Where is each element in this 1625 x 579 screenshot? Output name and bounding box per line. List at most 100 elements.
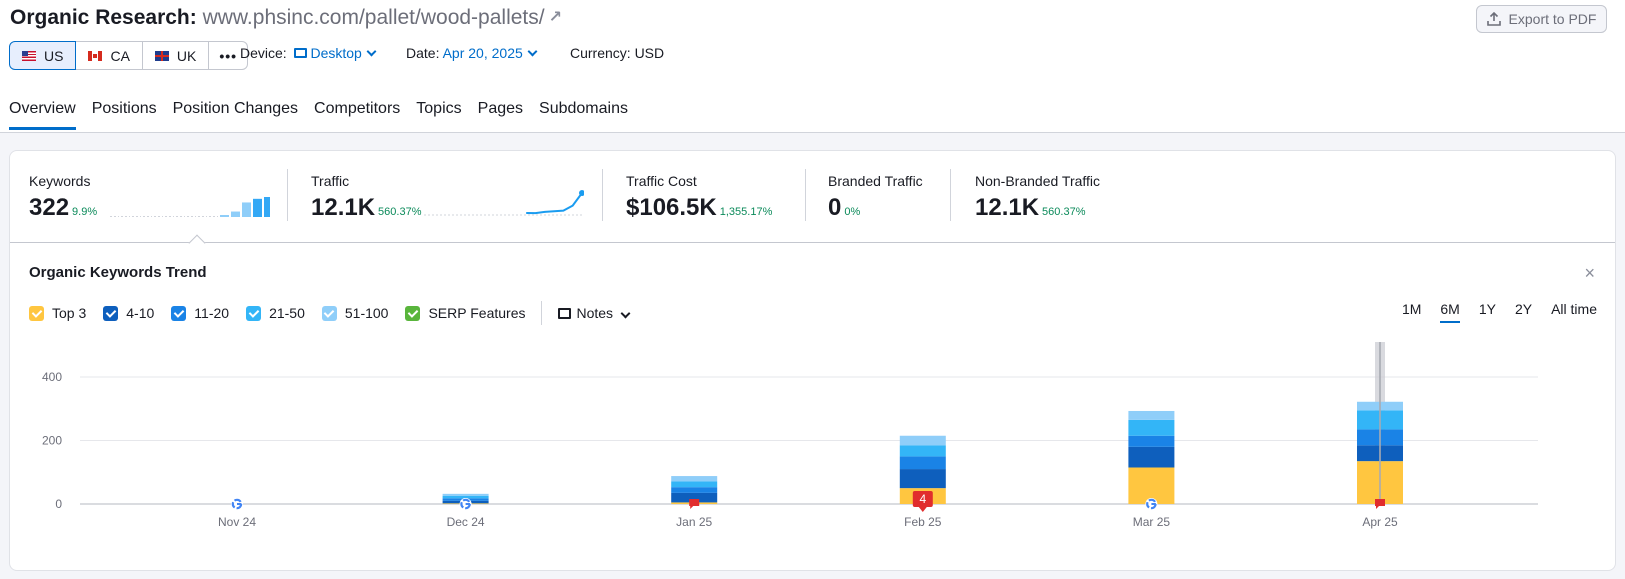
range-all-time[interactable]: All time: [1551, 301, 1597, 317]
country-us-button[interactable]: US: [9, 41, 77, 70]
branded-delta: 0%: [844, 206, 861, 218]
spark-line: [526, 192, 583, 215]
range-1m[interactable]: 1M: [1401, 301, 1422, 317]
legend-21-50[interactable]: 21-50: [246, 305, 305, 321]
metric-keywords[interactable]: Keywords 322 9.9%: [29, 173, 98, 221]
chevron-down-icon: [620, 308, 631, 318]
note-flag[interactable]: [689, 499, 700, 509]
google-update-icon[interactable]: [231, 498, 243, 510]
checkbox-icon: [171, 305, 187, 321]
legend-4-10[interactable]: 4-10: [103, 305, 154, 321]
tab-competitors[interactable]: Competitors: [314, 100, 401, 117]
note-count: 4: [919, 492, 926, 506]
bar-segment[interactable]: [671, 476, 718, 482]
y-tick-label: 400: [42, 370, 62, 384]
google-update-icon[interactable]: [459, 498, 472, 510]
country-ca-button[interactable]: CA: [76, 41, 143, 70]
keywords-trend-chart: 0 200 400 Nov 24 Dec 24 Jan 25 Feb 25 Mar 25 Apr…: [42, 342, 1538, 529]
main-tabs: Overview Positions Position Changes Comp…: [9, 100, 644, 130]
note-flag[interactable]: [912, 491, 933, 512]
bar-segment[interactable]: [1128, 410, 1175, 420]
chart-legend: Top 3 4-10 11-20 21-50 51-100 SERP Featu…: [29, 301, 631, 325]
currency-label: Currency: USD: [570, 45, 665, 61]
legend-51-100[interactable]: 51-100: [321, 305, 388, 321]
metric-non-branded-traffic[interactable]: Non-Branded Traffic 12.1K 560.37%: [975, 173, 1101, 221]
checkbox-icon: [29, 305, 44, 321]
tab-positions[interactable]: Positions: [91, 100, 157, 117]
bar-segment[interactable]: [899, 435, 946, 446]
bar-segment[interactable]: [442, 493, 489, 496]
legend-divider: [541, 301, 543, 325]
traffic-value: 12.1K: [311, 194, 376, 221]
bar-segment[interactable]: [899, 469, 946, 489]
bar-segment[interactable]: [1128, 446, 1175, 468]
bar-segment[interactable]: [671, 492, 718, 503]
spark-bar: [264, 197, 270, 217]
x-tick-label: Nov 24: [218, 515, 256, 529]
metric-traffic-cost[interactable]: Traffic Cost $106.5K 1,355.17%: [626, 173, 773, 221]
legend-11-20[interactable]: 11-20: [171, 305, 229, 321]
device-filter[interactable]: Device: Desktop: [240, 45, 377, 61]
google-update-icon[interactable]: [1145, 498, 1158, 510]
chevron-down-icon: [527, 46, 538, 57]
page-title: Organic Research: www.phsinc.com/pallet/…: [10, 6, 562, 29]
metric-branded-traffic[interactable]: Branded Traffic 0 0%: [828, 173, 923, 221]
page-header: Organic Research: www.phsinc.com/pallet/…: [0, 0, 1625, 133]
range-1y[interactable]: 1Y: [1478, 301, 1496, 317]
bar-segment[interactable]: [1128, 419, 1175, 436]
close-icon[interactable]: ×: [1584, 263, 1595, 283]
external-link-icon[interactable]: ↗: [548, 9, 562, 26]
metric-traffic[interactable]: Traffic 12.1K 560.37%: [311, 173, 422, 221]
spark-bar: [231, 211, 240, 217]
traffic-cost-delta: 1,355.17%: [719, 206, 773, 218]
tab-pages[interactable]: Pages: [477, 100, 524, 117]
ca-flag-icon: [88, 50, 103, 61]
domain-link[interactable]: www.phsinc.com/pallet/wood-pallets/: [202, 6, 545, 29]
notes-dropdown[interactable]: Notes: [558, 305, 631, 321]
time-range-selector: 1M 6M 1Y 2Y All time: [1401, 301, 1597, 323]
y-tick-label: 0: [55, 497, 62, 511]
metric-divider: [805, 169, 806, 221]
checkbox-icon: [321, 305, 337, 321]
note-flag[interactable]: [1375, 499, 1385, 509]
country-uk-button[interactable]: UK: [142, 41, 210, 70]
metrics-row: Keywords 322 9.9% Traffic 12.1K 560.37% Tr…: [10, 151, 1615, 243]
comment-icon: [558, 307, 572, 319]
y-tick-label: 200: [42, 434, 62, 448]
bar-segment[interactable]: [1128, 435, 1175, 447]
bar-segment[interactable]: [899, 456, 946, 470]
spark-bar: [253, 198, 262, 217]
legend-top-3[interactable]: Top 3: [29, 305, 86, 321]
date-filter[interactable]: Date: Apr 20, 2025: [406, 45, 538, 61]
x-tick-label: Jan 25: [676, 515, 712, 529]
tab-overview[interactable]: Overview: [9, 100, 76, 130]
branded-value: 0: [828, 194, 842, 221]
country-selector: US CA UK •••: [9, 41, 249, 70]
range-6m[interactable]: 6M: [1440, 301, 1461, 323]
export-pdf-button[interactable]: Export to PDF: [1476, 5, 1607, 33]
x-tick-label: Apr 25: [1362, 515, 1398, 529]
bar-segment[interactable]: [671, 487, 718, 493]
bar-segment[interactable]: [1128, 467, 1175, 504]
range-2y[interactable]: 2Y: [1514, 301, 1533, 317]
bar-segment[interactable]: [899, 445, 946, 457]
legend-serp-features[interactable]: SERP Features: [405, 305, 525, 321]
tab-topics[interactable]: Topics: [416, 100, 462, 117]
metric-divider: [950, 169, 951, 221]
keywords-sparkline: [110, 197, 270, 217]
non-branded-delta: 560.37%: [1042, 206, 1086, 218]
bar-segment[interactable]: [671, 481, 718, 488]
tab-position-changes[interactable]: Position Changes: [172, 100, 299, 117]
chevron-down-icon: [366, 46, 377, 57]
trend-title: Organic Keywords Trend: [29, 264, 207, 281]
tab-subdomains[interactable]: Subdomains: [539, 100, 628, 117]
metric-divider: [602, 169, 603, 221]
upload-icon: [1486, 12, 1501, 26]
checkbox-icon: [103, 305, 119, 321]
traffic-sparkline: [424, 190, 584, 216]
bar-segment[interactable]: [442, 495, 489, 499]
us-flag-icon: [22, 50, 36, 61]
checkbox-icon: [246, 305, 262, 321]
more-countries-button[interactable]: •••: [209, 41, 249, 70]
metric-divider: [287, 169, 288, 221]
